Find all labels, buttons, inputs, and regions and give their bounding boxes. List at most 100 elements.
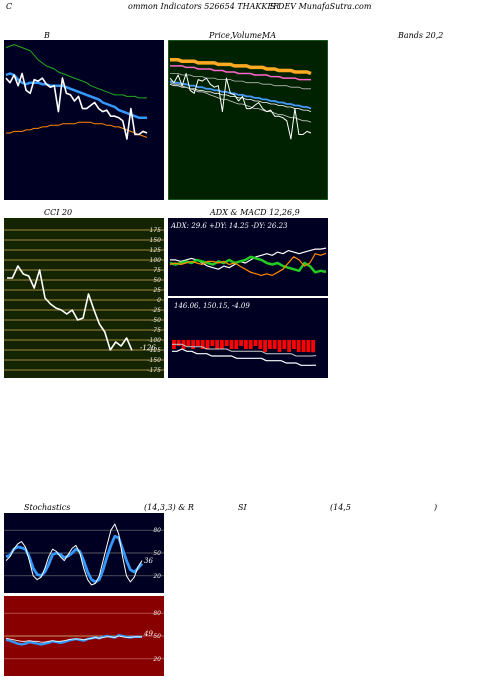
rsi-chart: 80 50 20 49 [4,596,164,676]
bb-upper-band-line [5,44,147,99]
adx-chart: ADX: 29.6 +DY: 14.25 -DY: 26.23 [168,218,328,296]
macd-histogram-bar [200,340,205,349]
cci-ytick-label: 25 [153,287,161,294]
ma-line-2 [170,65,311,81]
cci-ytick-label: 125 [150,247,162,254]
macd-histogram-bar [191,340,195,349]
stoch-label: Stochastics [24,503,71,512]
cci-panel: 175 150 125 100 75 50 25 0 -25 -50 -75 -100 -125 -150… [4,218,164,378]
macd-line [172,348,317,366]
rsi-params-label: (14,5 [330,503,351,512]
macd-histogram-bar [196,340,200,346]
adx-macd-label: ADX & MACD 12,26,9 [210,208,300,217]
macd-histogram-bar [176,340,181,346]
macd-histogram-bar [306,340,311,352]
macd-histogram-bar [287,340,291,352]
stoch-params-label: (14,3,3) & R [144,503,194,512]
price-label: Price, [209,31,233,40]
macd-histogram-bar [258,340,263,349]
ma-price-line [169,73,312,140]
macd-histogram-bar [268,340,272,349]
stoch-ytick-label: 80 [153,527,161,534]
ma-line-3 [170,73,311,90]
adx-readout: ADX: 29.6 +DY: 14.25 -DY: 26.23 [170,222,288,230]
macd-panel: 146.06, 150.15, -4.09 [168,298,328,378]
macd-histogram-bar [234,340,239,349]
macd-histogram-bar [224,340,229,346]
rsi-panel: 80 50 20 49 [4,596,164,676]
plus-di-line [169,255,327,274]
stochastics-chart: 80 50 20 36 [4,513,164,593]
rsi-si-label: SI [238,503,247,512]
cci-ytick-label: -100 [147,337,161,344]
bands-label: Bands 20,2 [398,31,444,40]
volume-label: Volume, [232,31,265,40]
macd-histogram-bar [292,340,296,349]
macd-histogram-bar [220,340,224,349]
macd-histogram-bar [248,340,253,349]
stoch-value-label: 36 [144,557,153,565]
bollinger-chart [4,40,164,200]
cci-ytick-label: -75 [151,327,161,334]
bb-price-line [5,72,148,140]
cci-ytick-label: -175 [147,367,161,374]
cci-chart: 175 150 125 100 75 50 25 0 -25 -50 -75 -100 -125 -150… [4,218,164,378]
cci-ytick-label: -125 [147,347,161,354]
price-ma-chart [168,40,328,200]
macd-histogram-bar [244,340,248,349]
stoch-ytick-label: 50 [153,550,161,557]
macd-readout: 146.06, 150.15, -4.09 [174,302,250,310]
header-title: ommon Indicators 526654 THAKKER [128,2,280,11]
macd-histogram-bar [301,340,306,352]
macd-histogram-bar [229,340,234,349]
macd-histogram-bar [277,340,282,352]
bb-lower-band-line [6,121,148,138]
ma-line-1 [170,58,312,76]
stoch-k-line [5,523,143,586]
macd-histogram-bar [186,340,191,346]
macd-histogram-bar [263,340,267,352]
cci-ytick-label: -50 [151,317,161,324]
header-c: C [6,2,13,11]
stoch-panel: 80 50 20 36 [4,513,164,593]
rsi-line [5,634,142,646]
macd-histogram-bar [181,340,186,349]
cci-ytick-label: 75 [153,267,161,274]
macd-chart: 146.06, 150.15, -4.09 [168,298,328,378]
macd-histogram-bar [272,340,277,349]
cci-ytick-label: 150 [150,237,162,244]
macd-histogram-bar [210,340,215,346]
header-title-2: S DEV MunafaSutra.com [270,2,372,11]
bb-label: B [44,31,50,40]
cci-ytick-label: 50 [153,277,161,284]
cci-ytick-label: 0 [157,297,161,304]
cci-line [7,265,133,351]
cci-ytick-label: -25 [151,307,161,314]
macd-histogram-bar [239,340,243,346]
rsi-ytick-label: 50 [153,633,161,640]
cci-label: CCI 20 [44,208,73,217]
cci-ytick-label: -150 [147,357,161,364]
stoch-ytick-label: 20 [153,573,161,580]
ma-line-6 [169,82,312,123]
macd-histogram-bar [253,340,258,346]
ma-line-5 [169,83,312,112]
bollinger-panel [4,40,164,200]
cci-value-label: -126 [140,344,156,352]
ma-label: MA [262,31,276,40]
bb-middle-band-line [5,72,147,119]
ma-line-4 [169,80,312,110]
price-ma-panel [168,40,328,200]
rsi-signal-line [5,635,142,643]
macd-histogram-bar [296,340,301,352]
macd-histogram-bar [311,340,315,353]
rsi-value-label: 49 [143,630,153,638]
rsi-ytick-label: 20 [153,656,161,663]
adx-panel: ADX: 29.6 +DY: 14.25 -DY: 26.23 [168,218,328,296]
macd-histogram-bar [215,340,219,349]
cci-ytick-label: 175 [150,227,162,234]
rsi-ytick-label: 80 [153,610,161,617]
macd-histogram-bar [205,340,210,349]
macd-signal-line [172,343,317,357]
minus-di-line [169,252,327,277]
